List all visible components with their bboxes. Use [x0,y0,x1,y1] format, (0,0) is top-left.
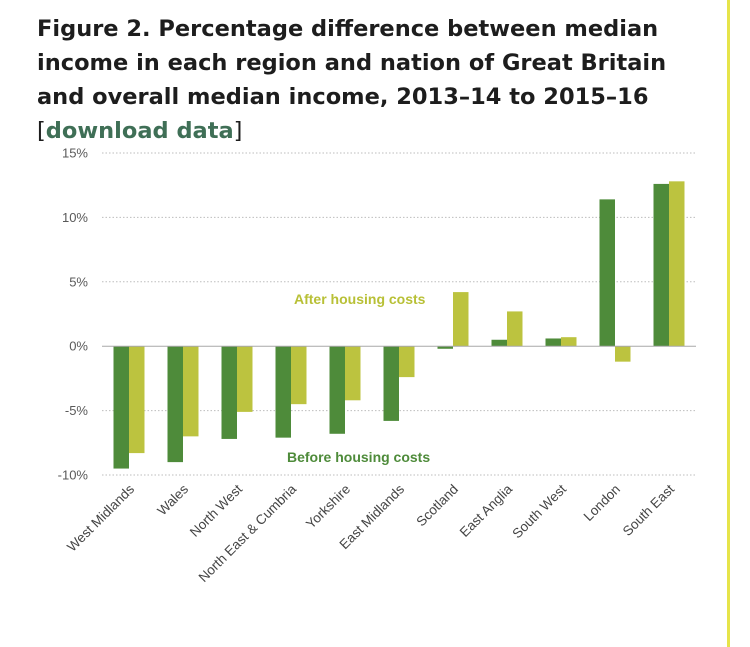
series-annotations: After housing costs Before housing costs [287,291,430,465]
bracket-open: [ [37,118,46,144]
y-tick-label: -10% [58,468,89,483]
bar-after-housing-costs [399,346,415,378]
bar-after-housing-costs [183,346,199,437]
gridlines [102,152,696,476]
bar-after-housing-costs [561,337,577,347]
bracket-close: ] [233,118,243,144]
bar-after-housing-costs [291,346,307,405]
x-category-label: North West [187,481,245,539]
bar-before-housing-costs [329,346,345,434]
y-tick-label: -5% [65,403,89,418]
bar-after-housing-costs [345,346,361,401]
figure-title-text: Figure 2. Percentage difference between … [37,16,667,110]
bar-after-housing-costs [453,292,469,347]
x-category-label: Wales [154,481,191,518]
bar-before-housing-costs [275,346,291,438]
x-category-label: South West [509,481,569,541]
x-category-label: North East & Cumbria [196,481,300,585]
y-tick-label: 15% [62,146,88,161]
bar-before-housing-costs [167,346,183,463]
bar-before-housing-costs [113,346,129,469]
x-category-label: Yorkshire [303,482,353,532]
y-tick-label: 0% [69,339,88,354]
bar-after-housing-costs [507,311,523,347]
before-housing-costs-label: Before housing costs [287,449,430,465]
bar-after-housing-costs [129,346,145,454]
x-category-label: South East [620,481,677,538]
bars [113,181,685,469]
bar-before-housing-costs [383,346,399,421]
bar-after-housing-costs [615,346,631,362]
bar-before-housing-costs [545,338,561,347]
download-data-link[interactable]: download data [45,118,234,144]
y-tick-label: 10% [62,210,88,225]
bar-before-housing-costs [437,346,453,349]
y-tick-label: 5% [69,274,88,289]
bar-after-housing-costs [237,346,253,412]
x-category-label: West Midlands [64,481,137,554]
bar-before-housing-costs [599,199,615,347]
figure-title: Figure 2. Percentage difference between … [37,12,717,148]
bar-after-housing-costs [669,181,685,347]
x-category-label: Scotland [413,482,461,530]
x-category-label: London [581,482,623,524]
bar-before-housing-costs [653,183,669,347]
bar-before-housing-costs [221,346,237,439]
after-housing-costs-label: After housing costs [294,291,426,307]
x-category-label: East Anglia [457,481,516,540]
y-axis-ticks: 15% 10% 5% 0% -5% -10% [58,146,89,483]
bar-before-housing-costs [491,339,507,347]
accent-rule [727,0,730,647]
